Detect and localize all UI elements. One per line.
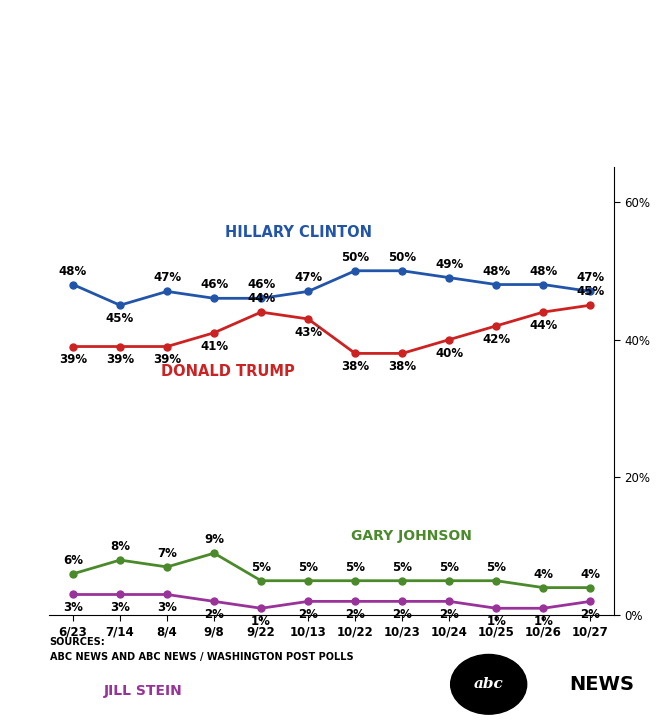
Text: 1%: 1% <box>251 615 271 628</box>
Text: 47%: 47% <box>294 272 322 285</box>
Text: 46%: 46% <box>247 278 275 291</box>
Text: 48%: 48% <box>529 264 558 277</box>
Text: 38%: 38% <box>341 360 369 373</box>
Text: 47%: 47% <box>576 272 605 285</box>
Text: 2%: 2% <box>298 609 318 621</box>
Text: AMONG LIKELY VOTERS: AMONG LIKELY VOTERS <box>228 121 432 139</box>
Text: 4%: 4% <box>580 568 601 581</box>
Text: 2%: 2% <box>345 609 365 621</box>
Text: 5%: 5% <box>345 561 365 574</box>
Text: 4%: 4% <box>533 568 553 581</box>
Text: 48%: 48% <box>482 264 510 277</box>
Text: DONALD TRUMP: DONALD TRUMP <box>161 364 295 379</box>
Text: 2%: 2% <box>440 609 459 621</box>
Ellipse shape <box>451 654 527 714</box>
Text: 1%: 1% <box>533 615 553 628</box>
Text: 39%: 39% <box>59 354 87 366</box>
Text: 5%: 5% <box>392 561 412 574</box>
Text: 39%: 39% <box>106 354 134 366</box>
Text: 45%: 45% <box>576 285 605 298</box>
Text: 50%: 50% <box>388 251 416 264</box>
Text: 3%: 3% <box>110 601 130 614</box>
Text: 49%: 49% <box>435 258 463 271</box>
Text: 8%: 8% <box>110 540 130 553</box>
Text: 48%: 48% <box>59 264 87 277</box>
Text: SOURCES:: SOURCES: <box>50 637 105 647</box>
Text: ABC NEWS AND ABC NEWS / WASHINGTON POST POLLS: ABC NEWS AND ABC NEWS / WASHINGTON POST … <box>50 652 353 662</box>
Text: 43%: 43% <box>294 326 322 339</box>
Text: 41%: 41% <box>200 340 228 352</box>
Text: 5%: 5% <box>439 561 459 574</box>
Text: 7%: 7% <box>157 547 177 560</box>
Text: VOTE PREFERENCE: VOTE PREFERENCE <box>176 70 484 98</box>
Text: 45%: 45% <box>106 312 134 325</box>
Text: 9%: 9% <box>204 533 224 546</box>
Text: 44%: 44% <box>529 319 558 332</box>
Text: 6%: 6% <box>63 554 83 567</box>
Text: 2%: 2% <box>204 609 224 621</box>
Text: 3%: 3% <box>157 601 177 614</box>
Text: 2%: 2% <box>392 609 412 621</box>
Text: JILL STEIN: JILL STEIN <box>104 684 183 698</box>
Text: NEWS: NEWS <box>569 675 634 694</box>
Text: 46%: 46% <box>200 278 228 291</box>
Text: 5%: 5% <box>251 561 271 574</box>
Text: HILLARY CLINTON: HILLARY CLINTON <box>225 225 372 240</box>
Text: GARY JOHNSON: GARY JOHNSON <box>351 529 472 543</box>
Text: 2%: 2% <box>580 609 600 621</box>
Text: 50%: 50% <box>341 251 369 264</box>
Text: 38%: 38% <box>388 360 416 373</box>
Text: 39%: 39% <box>153 354 181 366</box>
Text: 44%: 44% <box>247 292 275 305</box>
Text: 47%: 47% <box>153 272 181 285</box>
Text: 42%: 42% <box>482 333 510 346</box>
Text: 40%: 40% <box>435 347 463 360</box>
Text: 5%: 5% <box>486 561 506 574</box>
Text: 1%: 1% <box>486 615 506 628</box>
Text: 2016 GENERAL ELECTION: 2016 GENERAL ELECTION <box>124 22 536 50</box>
Text: abc: abc <box>474 677 504 692</box>
Text: 3%: 3% <box>63 601 83 614</box>
Text: 5%: 5% <box>298 561 318 574</box>
